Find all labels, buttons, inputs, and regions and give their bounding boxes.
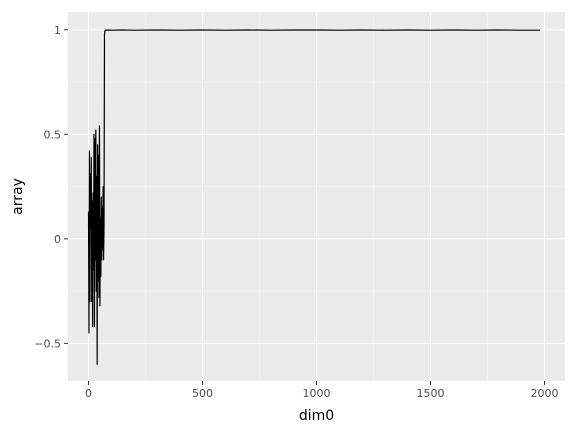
x-tick-label: 500 bbox=[192, 387, 213, 400]
x-tick-label: 1000 bbox=[303, 387, 331, 400]
grid-lines bbox=[68, 12, 565, 381]
axis-ticks bbox=[64, 29, 545, 385]
y-axis-title: array bbox=[10, 178, 26, 215]
x-tick-label: 2000 bbox=[530, 387, 558, 400]
series-line bbox=[87, 29, 540, 365]
y-tick-label: 1 bbox=[54, 24, 61, 37]
x-tick-label: 0 bbox=[85, 387, 92, 400]
y-tick-label: 0 bbox=[54, 233, 61, 246]
x-tick-label: 1500 bbox=[416, 387, 444, 400]
y-tick-label: −0.5 bbox=[34, 337, 61, 350]
tick-labels: 0 500 1000 1500 2000 −0.5 0 0.5 1 bbox=[34, 24, 558, 400]
x-axis-title: dim0 bbox=[299, 408, 334, 424]
data-series bbox=[87, 29, 540, 365]
y-tick-label: 0.5 bbox=[44, 128, 62, 141]
